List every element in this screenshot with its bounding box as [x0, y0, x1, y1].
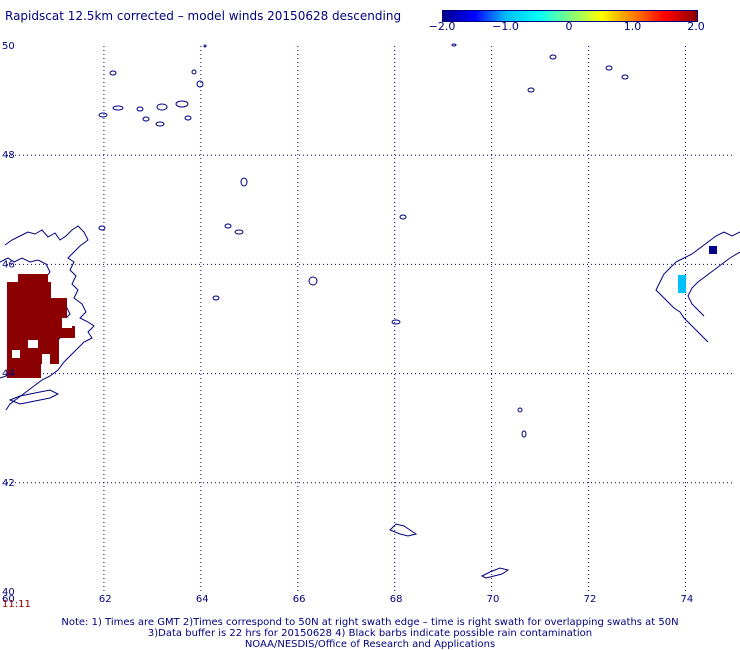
- island: [156, 103, 168, 111]
- lat-label: 40: [2, 587, 15, 598]
- island: [308, 276, 318, 286]
- island: [196, 80, 204, 88]
- island: [142, 116, 150, 122]
- island: [391, 319, 401, 325]
- lat-label: 42: [2, 478, 15, 489]
- lon-label: 68: [390, 594, 403, 605]
- lat-label: 46: [2, 259, 15, 270]
- wind-cell: [709, 246, 717, 254]
- wind-cell: [42, 354, 50, 364]
- colorbar-tick-label: −2.0: [428, 20, 456, 33]
- island: [112, 105, 124, 111]
- lat-label: 50: [2, 41, 15, 52]
- island: [98, 225, 106, 231]
- lon-label: 66: [293, 594, 306, 605]
- note-line-2: 3)Data buffer is 22 hrs for 20150628 4) …: [147, 628, 593, 639]
- island: [451, 43, 457, 47]
- island: [517, 407, 523, 413]
- wind-cell: [18, 274, 48, 284]
- island: [605, 65, 613, 71]
- coastline: [0, 43, 740, 579]
- island: [175, 100, 189, 108]
- wind-cell: [62, 318, 72, 328]
- wind-difference-cells: [7, 246, 717, 378]
- map-title: Rapidscat 12.5km corrected – model winds…: [5, 9, 402, 23]
- note-line-1: Note: 1) Times are GMT 2)Times correspon…: [61, 617, 679, 628]
- island: [234, 229, 244, 235]
- island: [621, 74, 629, 80]
- island: [389, 523, 418, 537]
- wind-cell: [12, 350, 20, 358]
- colorbar-tick-label: −1.0: [492, 20, 519, 33]
- wind-cell: [7, 282, 51, 300]
- island: [240, 177, 248, 187]
- island: [399, 214, 407, 220]
- lon-label: 60: [2, 594, 15, 605]
- colorbar-tick-label: 1.0: [623, 20, 642, 33]
- island: [155, 121, 165, 127]
- note-line-3: NOAA/NESDIS/Office of Research and Appli…: [244, 639, 496, 650]
- lon-label: 70: [487, 594, 500, 605]
- lon-label: 74: [681, 594, 694, 605]
- island: [212, 295, 220, 301]
- island: [203, 44, 207, 48]
- island: [480, 567, 510, 579]
- coastline-east: [655, 231, 740, 343]
- island: [191, 69, 197, 75]
- island: [521, 430, 527, 438]
- lon-label: 62: [99, 594, 112, 605]
- coastline-west: [4, 225, 95, 411]
- colorbar-tick-label: 2.0: [687, 20, 705, 33]
- island: [136, 106, 144, 112]
- island: [109, 70, 117, 76]
- lat-lon-grid: [7, 46, 734, 592]
- wind-cell: [7, 298, 67, 328]
- lat-label: 44: [2, 369, 15, 380]
- wind-cell: [28, 340, 38, 348]
- wind-cell: [678, 275, 686, 293]
- lat-label: 48: [2, 150, 15, 161]
- lon-label: 64: [196, 594, 209, 605]
- time-label: 11:11: [2, 599, 31, 610]
- coastline-west-south: [8, 389, 60, 405]
- lon-label: 72: [584, 594, 597, 605]
- island: [549, 54, 557, 60]
- colorbar: [442, 10, 698, 22]
- island: [184, 115, 192, 121]
- island: [527, 87, 535, 93]
- colorbar-tick-label: 0: [565, 20, 573, 33]
- island: [98, 112, 108, 118]
- coastline-east-inner: [687, 251, 740, 317]
- island: [224, 223, 232, 229]
- wind-cell: [7, 326, 75, 338]
- wind-cell: [7, 362, 41, 378]
